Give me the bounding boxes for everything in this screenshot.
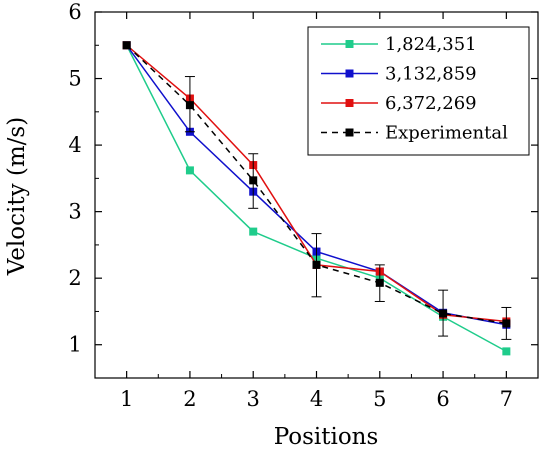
y-tick-label: 4 bbox=[68, 133, 81, 157]
data-point-experimental bbox=[122, 41, 131, 50]
x-tick-label: 3 bbox=[247, 387, 260, 411]
legend: 1,824,351 3,132,859 6,372,269 Experimental bbox=[307, 26, 530, 156]
legend-marker-1-824-351 bbox=[345, 40, 354, 48]
y-tick-label: 3 bbox=[68, 200, 81, 224]
y-axis-title: Velocity (m/s) bbox=[4, 117, 30, 276]
y-tick-label: 6 bbox=[68, 0, 81, 24]
data-point-experimental bbox=[502, 319, 511, 328]
x-tick-label: 7 bbox=[500, 387, 513, 411]
data-point-1-824-351 bbox=[502, 347, 511, 356]
legend-label-1-824-351: 1,824,351 bbox=[385, 34, 477, 55]
data-point-experimental bbox=[312, 260, 321, 269]
x-tick-label: 4 bbox=[310, 387, 323, 411]
legend-label-experimental: Experimental bbox=[385, 123, 508, 144]
x-tick-label: 5 bbox=[373, 387, 386, 411]
legend-marker-experimental bbox=[345, 128, 354, 137]
y-tick-label: 2 bbox=[68, 266, 81, 290]
x-tick-label: 2 bbox=[183, 387, 196, 411]
x-tick-label: 1 bbox=[120, 387, 133, 411]
data-point-1-824-351 bbox=[185, 166, 194, 175]
legend-marker-3-132-859 bbox=[345, 69, 354, 78]
y-tick-label: 5 bbox=[68, 67, 81, 91]
plot-area bbox=[122, 41, 512, 356]
legend-label-6-372-269: 6,372,269 bbox=[385, 93, 477, 114]
data-point-experimental bbox=[439, 309, 448, 318]
legend-box bbox=[307, 26, 530, 156]
data-point-experimental bbox=[185, 101, 194, 110]
data-point-experimental bbox=[249, 176, 258, 185]
data-point-1-824-351 bbox=[249, 227, 258, 236]
y-tick-label: 1 bbox=[68, 333, 81, 357]
axes: 1 2 3 4 5 6 7 1 2 3 4 5 6 bbox=[68, 0, 539, 411]
data-point-experimental bbox=[375, 278, 384, 287]
legend-marker-6-372-269 bbox=[345, 99, 354, 107]
legend-label-3-132-859: 3,132,859 bbox=[385, 64, 477, 85]
x-axis-title: Positions bbox=[274, 424, 379, 449]
x-tick-label: 6 bbox=[436, 387, 449, 411]
